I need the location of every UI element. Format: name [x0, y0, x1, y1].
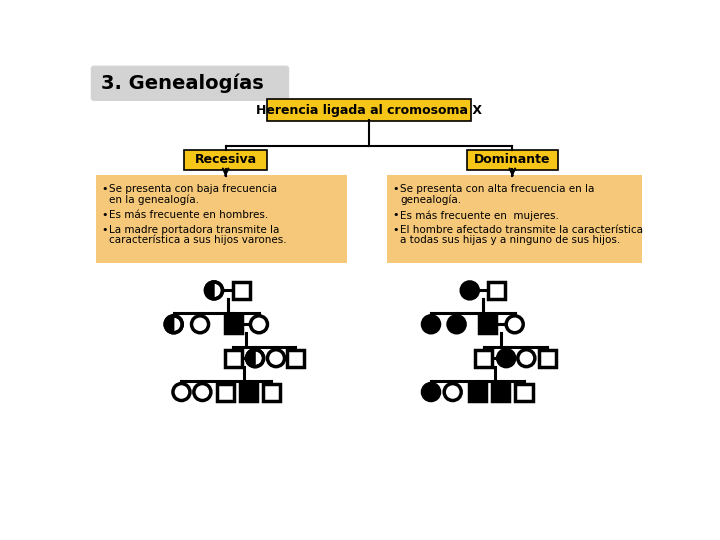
Text: Dominante: Dominante — [474, 153, 551, 166]
Text: Recesiva: Recesiva — [194, 153, 257, 166]
Bar — [287, 350, 304, 367]
Bar — [233, 282, 250, 299]
Text: La madre portadora transmite la: La madre portadora transmite la — [109, 225, 280, 235]
Text: •: • — [102, 211, 108, 220]
Text: a todas sus hijas y a ninguno de sus hijos.: a todas sus hijas y a ninguno de sus hij… — [400, 235, 620, 245]
FancyBboxPatch shape — [387, 175, 642, 262]
Bar — [475, 350, 492, 367]
FancyBboxPatch shape — [91, 65, 289, 101]
Text: Se presenta con alta frecuencia en la: Se presenta con alta frecuencia en la — [400, 184, 595, 194]
Text: •: • — [392, 184, 399, 194]
Text: El hombre afectado transmite la característica: El hombre afectado transmite la caracter… — [400, 225, 643, 235]
Circle shape — [506, 316, 523, 333]
Bar — [488, 282, 505, 299]
Bar — [240, 383, 258, 401]
Circle shape — [423, 316, 439, 333]
Circle shape — [444, 383, 462, 401]
Text: genealogía.: genealogía. — [400, 194, 461, 205]
Text: •: • — [102, 225, 108, 235]
Text: •: • — [392, 225, 399, 235]
Bar — [225, 316, 242, 333]
FancyBboxPatch shape — [184, 150, 267, 170]
Polygon shape — [205, 282, 214, 299]
Circle shape — [462, 282, 478, 299]
Bar — [225, 350, 242, 367]
FancyBboxPatch shape — [467, 150, 558, 170]
Text: Es más frecuente en hombres.: Es más frecuente en hombres. — [109, 211, 269, 220]
Circle shape — [173, 383, 190, 401]
FancyBboxPatch shape — [267, 99, 471, 121]
Text: Herencia ligada al cromosoma X: Herencia ligada al cromosoma X — [256, 104, 482, 117]
Circle shape — [498, 350, 515, 367]
Polygon shape — [246, 350, 255, 367]
Bar — [492, 383, 509, 401]
Circle shape — [423, 383, 439, 401]
Bar — [539, 350, 556, 367]
Bar — [516, 383, 533, 401]
Circle shape — [246, 350, 264, 367]
Text: •: • — [392, 211, 399, 220]
Circle shape — [205, 282, 222, 299]
Circle shape — [192, 316, 209, 333]
Text: Se presenta con baja frecuencia: Se presenta con baja frecuencia — [109, 184, 277, 194]
Text: •: • — [102, 184, 108, 194]
Bar — [263, 383, 280, 401]
Circle shape — [267, 350, 284, 367]
Text: en la genealogía.: en la genealogía. — [109, 194, 199, 205]
Circle shape — [251, 316, 267, 333]
Polygon shape — [165, 316, 174, 333]
Bar — [217, 383, 234, 401]
Bar — [479, 316, 496, 333]
Text: Es más frecuente en  mujeres.: Es más frecuente en mujeres. — [400, 211, 559, 221]
Circle shape — [165, 316, 182, 333]
Circle shape — [518, 350, 535, 367]
Text: característica a sus hijos varones.: característica a sus hijos varones. — [109, 235, 287, 246]
FancyBboxPatch shape — [96, 175, 347, 262]
Circle shape — [194, 383, 211, 401]
Bar — [469, 383, 486, 401]
Text: 3. Genealogías: 3. Genealogías — [101, 73, 264, 93]
Circle shape — [448, 316, 465, 333]
